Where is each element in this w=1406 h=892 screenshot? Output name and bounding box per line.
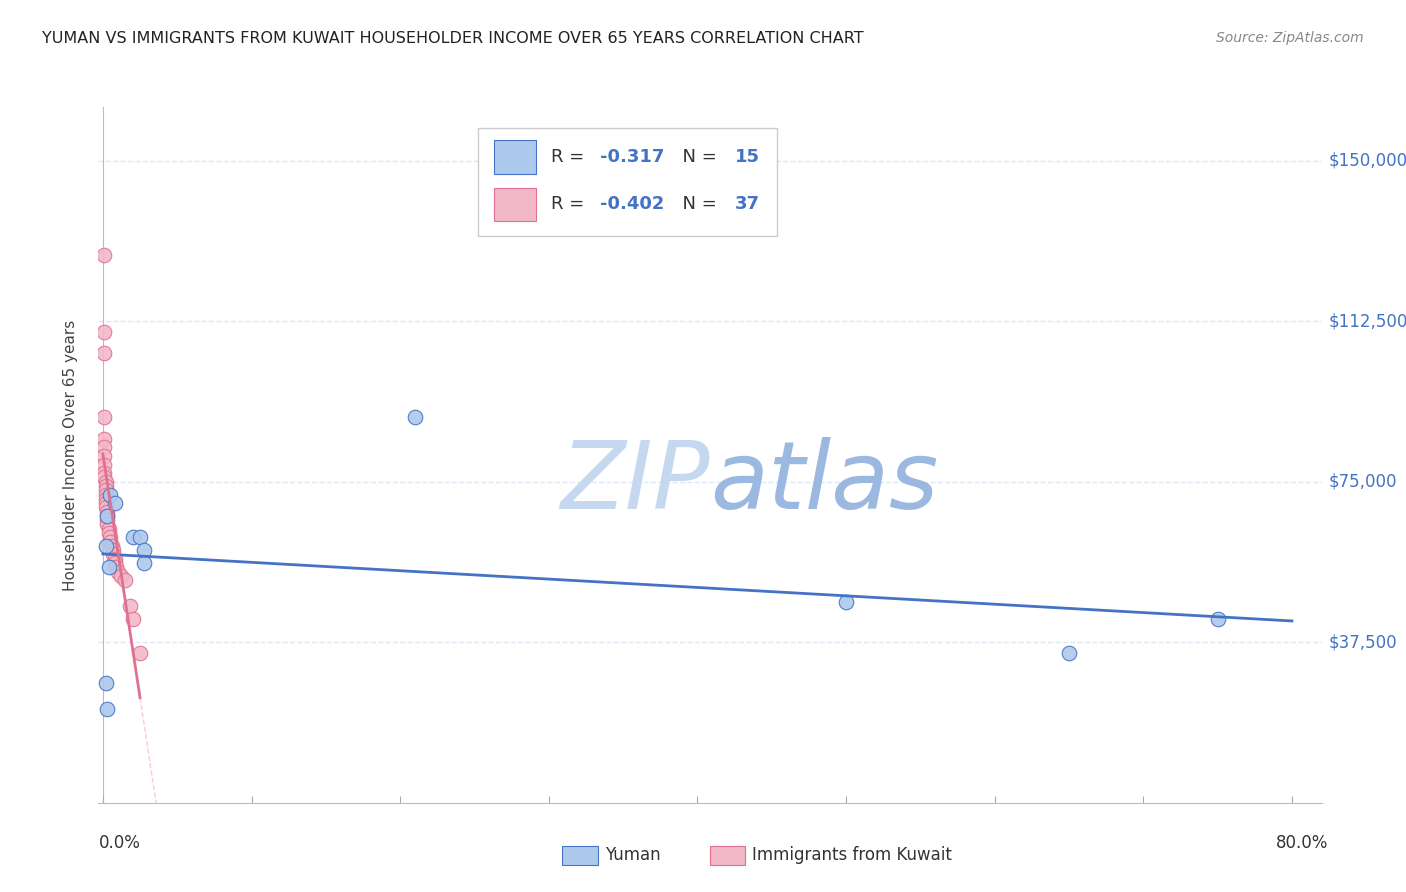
Point <box>98 530 121 544</box>
Point <box>404 410 426 425</box>
Point <box>104 551 127 566</box>
Point <box>94 500 117 515</box>
Point <box>97 526 120 541</box>
Point <box>118 599 141 613</box>
Text: Yuman: Yuman <box>605 847 661 864</box>
Point <box>93 449 115 463</box>
Text: ZIP: ZIP <box>561 437 710 528</box>
Text: 37: 37 <box>734 195 759 213</box>
Point <box>96 701 118 715</box>
Point <box>96 517 118 532</box>
Point <box>98 487 121 501</box>
Point <box>96 513 118 527</box>
Text: $75,000: $75,000 <box>1329 473 1398 491</box>
Point <box>96 505 118 519</box>
Text: Source: ZipAtlas.com: Source: ZipAtlas.com <box>1216 31 1364 45</box>
Point <box>93 410 115 425</box>
Point <box>94 483 117 498</box>
Point <box>94 479 117 493</box>
Point <box>129 530 152 544</box>
Point <box>134 556 156 570</box>
FancyBboxPatch shape <box>478 128 778 235</box>
Point <box>104 496 127 510</box>
Point <box>121 612 143 626</box>
Text: YUMAN VS IMMIGRANTS FROM KUWAIT HOUSEHOLDER INCOME OVER 65 YEARS CORRELATION CHA: YUMAN VS IMMIGRANTS FROM KUWAIT HOUSEHOL… <box>42 31 863 46</box>
Point <box>94 487 117 501</box>
Point <box>1057 646 1080 660</box>
Point <box>1206 612 1229 626</box>
Point <box>103 543 125 558</box>
Point <box>110 569 132 583</box>
Text: R =: R = <box>551 195 591 213</box>
Point <box>93 441 115 455</box>
Point <box>94 475 117 489</box>
Point <box>94 491 117 506</box>
Point <box>129 646 152 660</box>
Text: 15: 15 <box>734 148 759 166</box>
Point <box>105 560 128 574</box>
Point <box>97 522 120 536</box>
FancyBboxPatch shape <box>494 187 536 221</box>
Text: N =: N = <box>671 148 723 166</box>
Text: Immigrants from Kuwait: Immigrants from Kuwait <box>752 847 952 864</box>
Text: N =: N = <box>671 195 723 213</box>
Point <box>93 466 115 480</box>
Point <box>97 560 120 574</box>
Point <box>121 530 143 544</box>
Point <box>114 573 136 587</box>
Text: -0.317: -0.317 <box>600 148 664 166</box>
Text: $112,500: $112,500 <box>1329 312 1406 330</box>
Point <box>93 325 115 339</box>
Point <box>94 539 117 553</box>
Point <box>104 556 127 570</box>
Point <box>107 565 129 579</box>
Point <box>93 248 115 262</box>
Text: -0.402: -0.402 <box>600 195 664 213</box>
Point <box>94 676 117 690</box>
Point <box>101 539 124 553</box>
Text: 80.0%: 80.0% <box>1277 834 1329 852</box>
Text: atlas: atlas <box>710 437 938 528</box>
Text: $150,000: $150,000 <box>1329 152 1406 169</box>
Point <box>835 594 858 608</box>
Point <box>94 496 117 510</box>
FancyBboxPatch shape <box>494 140 536 174</box>
Text: 0.0%: 0.0% <box>98 834 141 852</box>
Y-axis label: Householder Income Over 65 years: Householder Income Over 65 years <box>63 319 77 591</box>
Point <box>96 508 118 523</box>
Point <box>93 346 115 360</box>
Point <box>103 548 125 562</box>
Point <box>98 534 121 549</box>
Point <box>93 458 115 472</box>
Text: $37,500: $37,500 <box>1329 633 1398 651</box>
Point <box>96 508 118 523</box>
Point <box>134 543 156 558</box>
Point <box>93 470 115 484</box>
Text: R =: R = <box>551 148 591 166</box>
Point <box>93 432 115 446</box>
